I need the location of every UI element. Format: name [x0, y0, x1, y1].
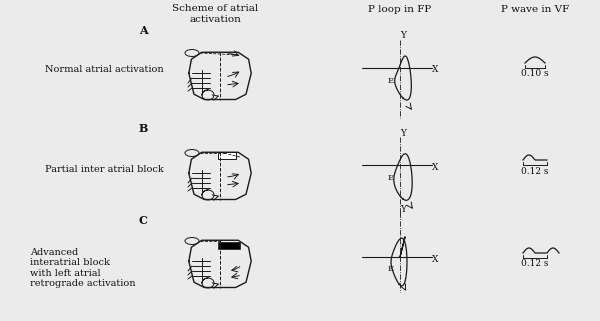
Bar [218, 152, 236, 159]
Text: Y: Y [400, 31, 406, 40]
Text: A: A [139, 24, 148, 36]
Text: Y: Y [400, 128, 406, 137]
Text: P wave in VF: P wave in VF [501, 5, 569, 14]
Text: 0.12 s: 0.12 s [521, 167, 549, 176]
Text: Partial inter atrial block: Partial inter atrial block [45, 166, 164, 175]
Text: X: X [432, 255, 438, 264]
Text: E: E [388, 174, 394, 182]
Text: Y: Y [400, 204, 406, 213]
Text: X: X [432, 65, 438, 74]
Bar [218, 242, 240, 249]
Text: Normal atrial activation: Normal atrial activation [45, 65, 164, 74]
Text: C: C [139, 214, 148, 225]
Text: 0.10 s: 0.10 s [521, 70, 549, 79]
Text: Scheme of atrial
activation: Scheme of atrial activation [172, 4, 258, 24]
Text: X: X [432, 162, 438, 171]
Text: E: E [388, 77, 394, 85]
Text: Advanced
interatrial block
with left atrial
retrograde activation: Advanced interatrial block with left atr… [30, 248, 136, 288]
Text: 0.12 s: 0.12 s [521, 259, 549, 268]
Text: B: B [139, 123, 148, 134]
Text: P loop in FP: P loop in FP [368, 5, 431, 14]
Text: E: E [388, 265, 394, 273]
